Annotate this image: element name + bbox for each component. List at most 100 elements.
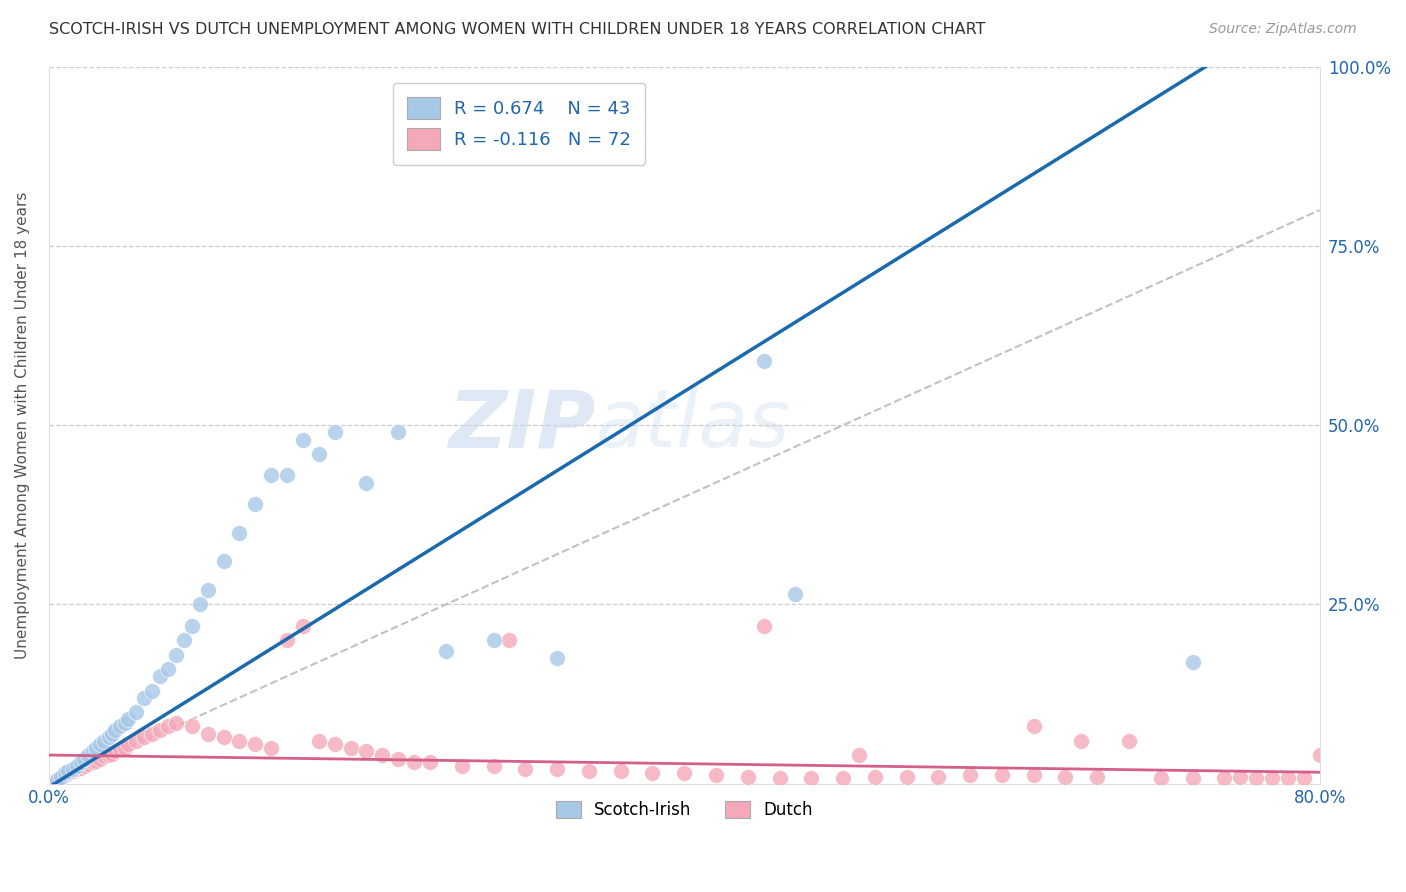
Point <box>45 773 67 788</box>
Point <box>197 583 219 598</box>
Point <box>125 705 148 719</box>
Point <box>62 764 84 778</box>
Point <box>173 633 195 648</box>
Point <box>141 683 163 698</box>
Point <box>404 756 426 770</box>
Point <box>149 669 172 683</box>
Point <box>156 719 179 733</box>
Point <box>1181 771 1204 785</box>
Point <box>578 764 600 778</box>
Point <box>89 751 111 765</box>
Point <box>308 733 330 747</box>
Point <box>1150 771 1173 785</box>
Point <box>991 768 1014 782</box>
Point <box>371 747 394 762</box>
Point <box>323 425 346 440</box>
Point <box>482 633 505 648</box>
Point <box>515 763 537 777</box>
Point <box>86 754 108 768</box>
Point <box>1244 771 1267 785</box>
Point <box>768 771 790 785</box>
Point <box>1261 771 1284 785</box>
Point <box>117 712 139 726</box>
Point <box>323 737 346 751</box>
Text: ZIP: ZIP <box>449 386 595 464</box>
Point <box>93 733 115 747</box>
Point <box>117 737 139 751</box>
Point <box>1229 770 1251 784</box>
Point <box>66 763 89 777</box>
Point <box>1070 733 1092 747</box>
Point <box>245 497 267 511</box>
Point <box>434 644 457 658</box>
Point <box>1292 771 1315 785</box>
Point <box>98 747 121 762</box>
Point <box>125 733 148 747</box>
Point <box>1054 770 1077 784</box>
Point <box>45 773 67 788</box>
Text: Source: ZipAtlas.com: Source: ZipAtlas.com <box>1209 22 1357 37</box>
Point <box>752 353 775 368</box>
Point <box>53 768 76 782</box>
Point <box>1277 771 1299 785</box>
Point <box>149 723 172 737</box>
Point <box>356 475 378 490</box>
Point <box>69 756 91 770</box>
Point <box>77 747 100 762</box>
Point <box>308 447 330 461</box>
Point <box>1022 768 1045 782</box>
Point <box>260 740 283 755</box>
Point <box>101 726 124 740</box>
Y-axis label: Unemployment Among Women with Children Under 18 years: Unemployment Among Women with Children U… <box>15 192 30 659</box>
Point <box>82 744 104 758</box>
Point <box>69 761 91 775</box>
Point <box>1118 733 1140 747</box>
Point <box>785 587 807 601</box>
Legend: Scotch-Irish, Dutch: Scotch-Irish, Dutch <box>550 794 820 826</box>
Point <box>93 749 115 764</box>
Point <box>609 764 631 778</box>
Point <box>291 433 314 447</box>
Point <box>51 771 73 785</box>
Point <box>387 751 409 765</box>
Point <box>800 771 823 785</box>
Point <box>73 759 96 773</box>
Point <box>56 764 79 778</box>
Point <box>245 737 267 751</box>
Point <box>101 747 124 761</box>
Point <box>73 751 96 765</box>
Point <box>62 763 84 777</box>
Point <box>260 468 283 483</box>
Point <box>98 730 121 744</box>
Point <box>927 770 949 784</box>
Point <box>51 770 73 784</box>
Point <box>1213 771 1236 785</box>
Point <box>356 744 378 758</box>
Point <box>546 651 568 665</box>
Point <box>1085 770 1108 784</box>
Point <box>89 737 111 751</box>
Point <box>212 554 235 568</box>
Point <box>673 766 696 780</box>
Point <box>180 619 202 633</box>
Point <box>704 768 727 782</box>
Point <box>56 766 79 780</box>
Point <box>132 730 155 744</box>
Point <box>66 759 89 773</box>
Point <box>546 763 568 777</box>
Point <box>959 768 981 782</box>
Point <box>848 747 870 762</box>
Point <box>1022 719 1045 733</box>
Point <box>419 756 441 770</box>
Point <box>114 740 136 755</box>
Point <box>110 742 132 756</box>
Point <box>276 633 298 648</box>
Point <box>228 525 250 540</box>
Point <box>641 766 664 780</box>
Point <box>387 425 409 440</box>
Point <box>132 690 155 705</box>
Point <box>291 619 314 633</box>
Text: SCOTCH-IRISH VS DUTCH UNEMPLOYMENT AMONG WOMEN WITH CHILDREN UNDER 18 YEARS CORR: SCOTCH-IRISH VS DUTCH UNEMPLOYMENT AMONG… <box>49 22 986 37</box>
Point <box>276 468 298 483</box>
Point <box>77 756 100 771</box>
